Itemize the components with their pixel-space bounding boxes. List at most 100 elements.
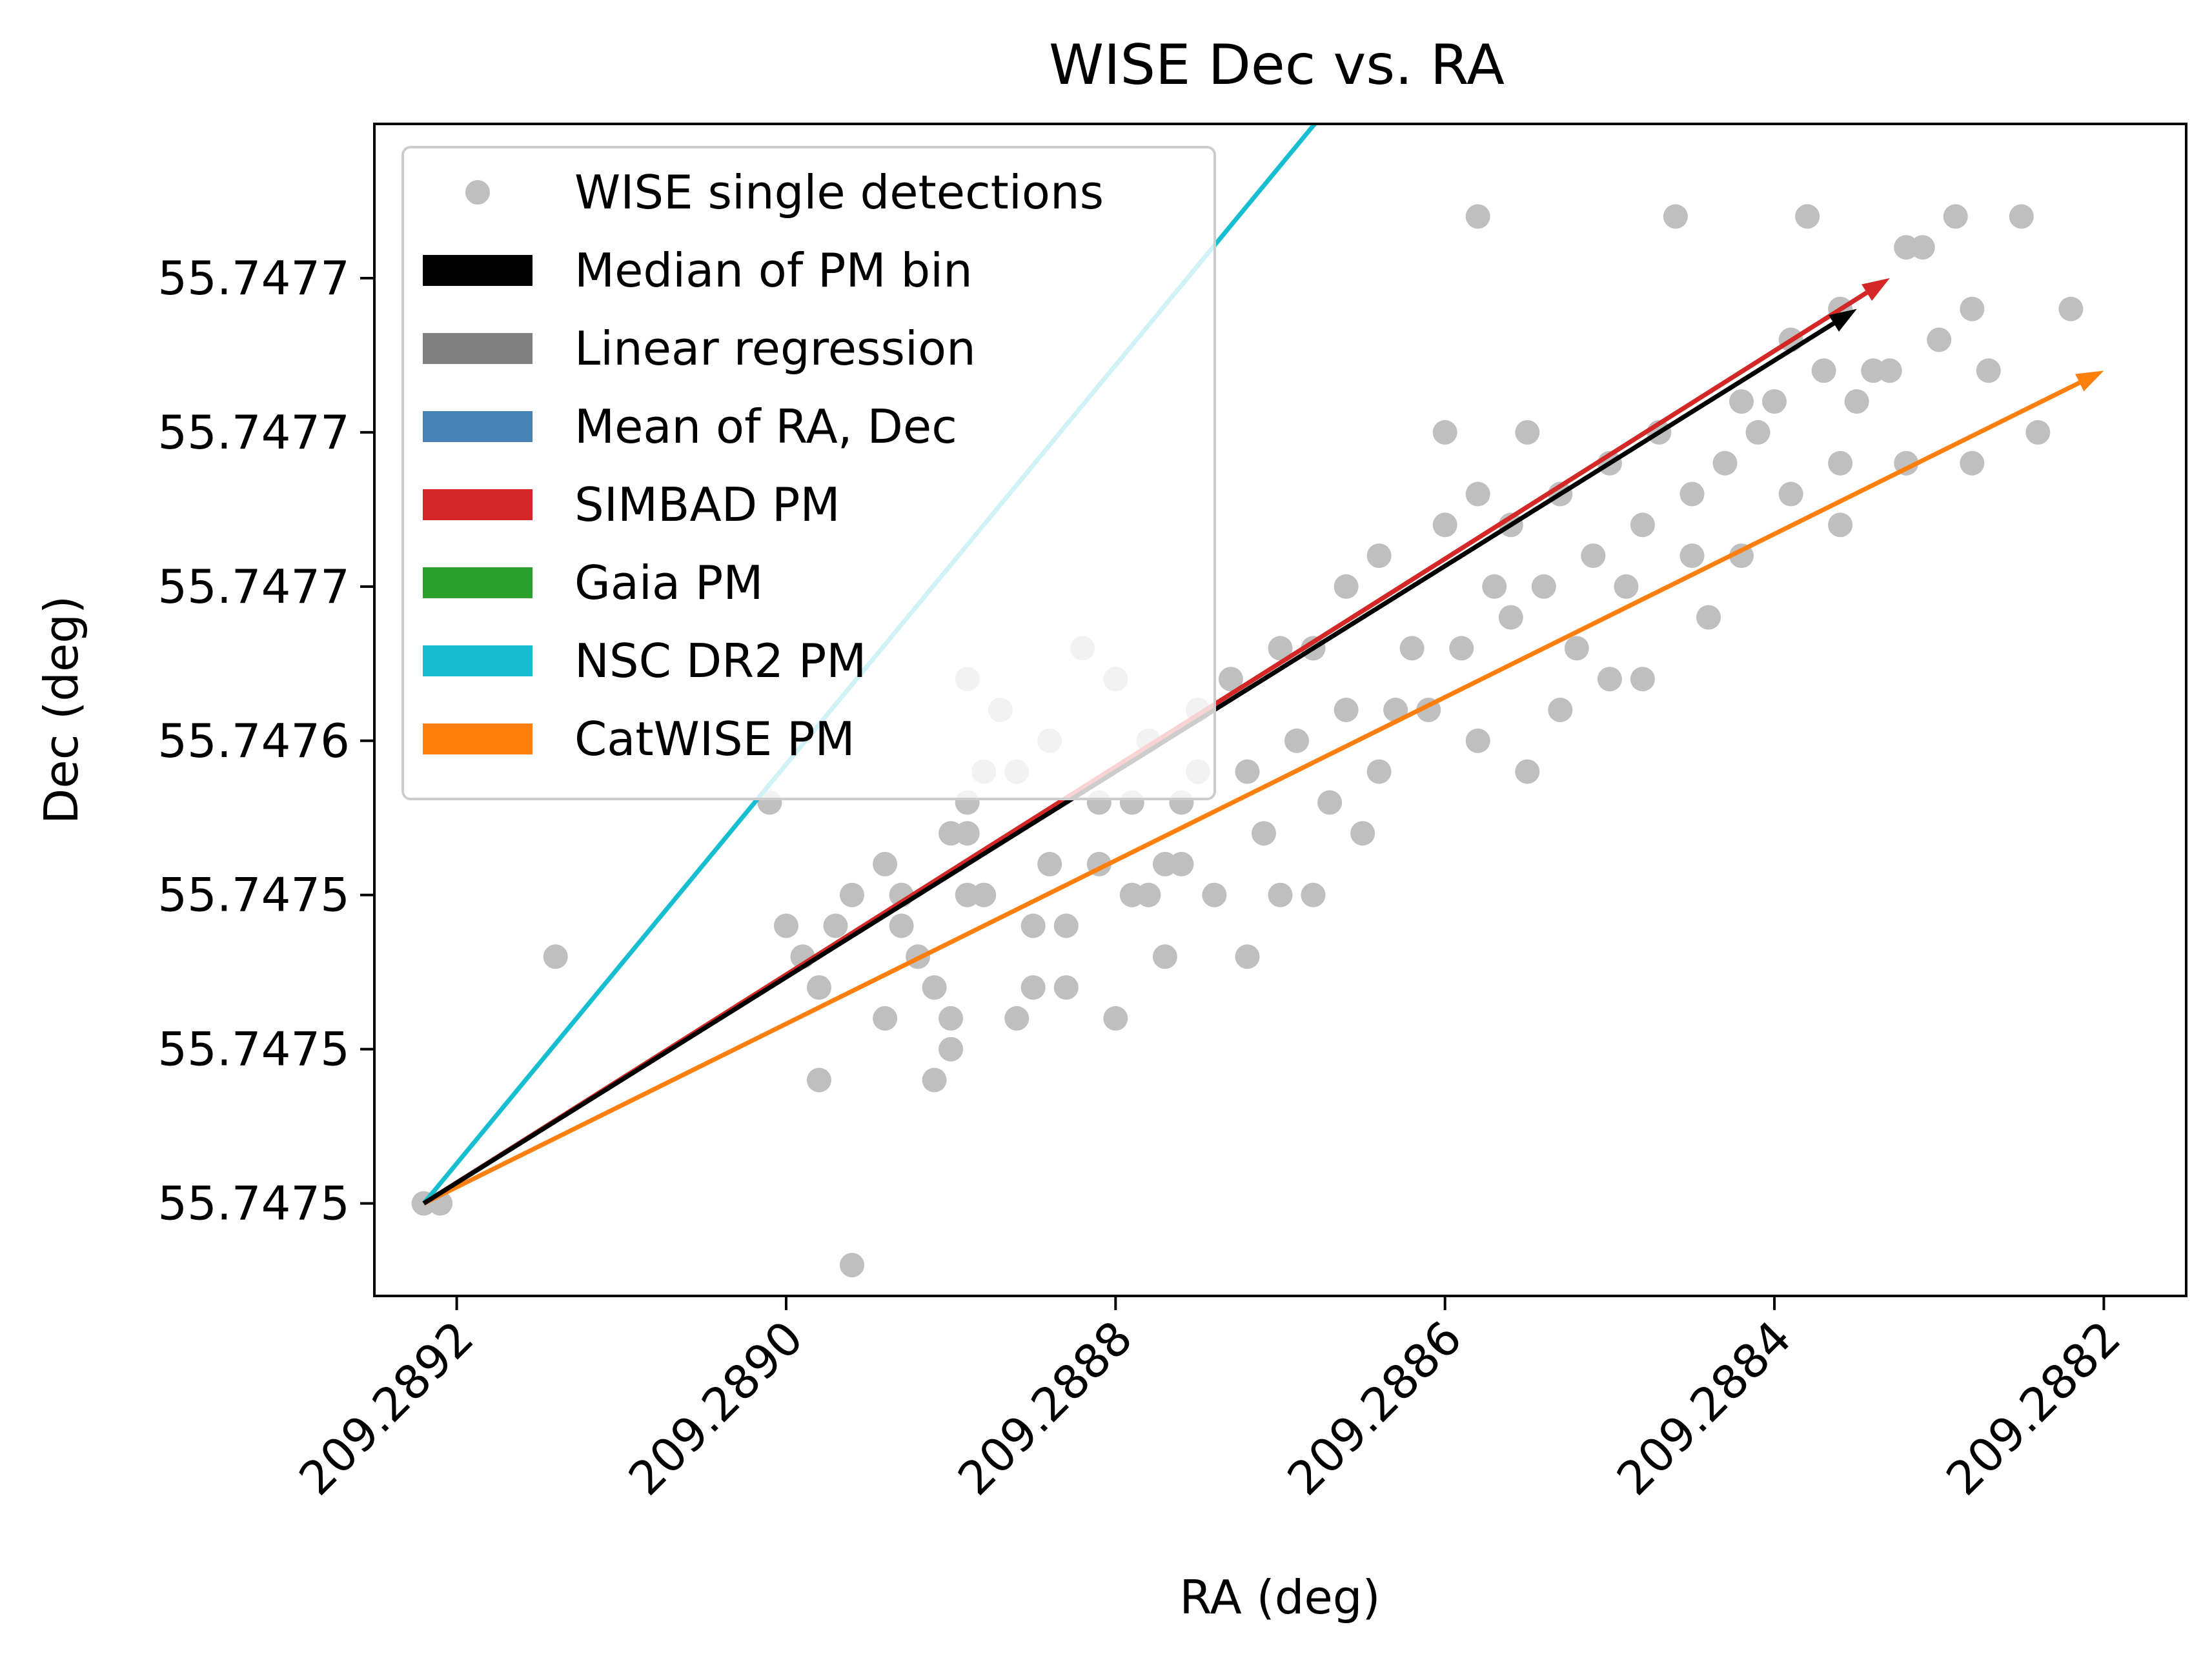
detection-point [1119,882,1144,907]
legend-marker-patch [423,489,533,520]
y-tick: 55.7475 [157,868,374,922]
detection-point [1465,481,1490,507]
detection-point [1679,481,1705,507]
pm-vector-arrowhead [1862,278,1890,301]
pm-vector-shaft [423,380,2081,1206]
detection-point [1218,667,1243,692]
detection-point [1053,975,1079,1000]
detection-point [1004,1006,1030,1031]
detection-point [1268,636,1293,661]
detection-point [1943,204,1968,229]
legend-label: SIMBAD PM [574,478,840,532]
detection-point [1235,759,1260,784]
detection-point [1976,358,2001,383]
detection-point [1745,420,1771,445]
detection-point [1366,543,1392,569]
detection-point [922,1067,947,1093]
detection-point [1152,944,1177,969]
legend-label: Mean of RA, Dec [574,399,957,454]
detection-point [1877,358,1902,383]
legend-item: Median of PM bin [423,243,973,298]
detection-point [1844,389,1869,414]
y-tick-label: 55.7476 [157,714,350,768]
detection-point [1465,728,1490,753]
detection-point [1169,851,1194,876]
detection-point [1399,636,1425,661]
detection-point [1366,759,1392,784]
detection-point [1630,667,1655,692]
detection-point [1053,913,1079,938]
detection-point [840,882,864,907]
legend-label: CatWISE PM [574,712,855,766]
detection-point [1301,882,1326,907]
legend-label: WISE single detections [574,165,1104,219]
legend-item: NSC DR2 PM [423,634,866,688]
legend-marker-patch [423,411,533,442]
detection-point [1515,420,1540,445]
detection-point [1284,728,1309,753]
y-tick: 55.7476 [157,714,374,768]
legend-box [401,146,1216,800]
detection-point [1762,389,1787,414]
detection-point [939,821,964,846]
detection-point [1020,913,1046,938]
detection-point [1334,698,1359,722]
detection-point [1960,450,1985,476]
detection-point [1037,851,1062,876]
detection-point [2009,204,2034,229]
detection-point [1515,759,1540,784]
y-tick-label: 55.7475 [157,1022,350,1077]
detection-point [1317,790,1343,815]
detection-point [1679,543,1705,569]
detection-point [1432,420,1457,445]
detection-point [774,913,798,938]
detection-point [1581,543,1606,569]
detection-point [1927,327,1952,352]
detection-point [1498,605,1523,630]
detection-point [1910,235,1935,260]
detection-point [1235,944,1260,969]
y-tick-label: 55.7477 [157,251,350,305]
detection-point [807,975,831,1000]
detection-point [1597,667,1622,692]
detection-point [840,1253,864,1278]
legend-item: Linear regression [423,321,976,376]
pm-vector-arrowhead [1829,308,1857,332]
legend-items: WISE single detections Median of PM bin Li… [423,165,1104,766]
detection-point [1449,636,1474,661]
detection-point [1103,1006,1128,1031]
detection-point [939,1006,964,1031]
y-tick: 55.7477 [157,405,374,460]
legend-label: Linear regression [574,321,976,376]
y-tick-label: 55.7477 [157,560,350,614]
detection-point [1432,512,1457,538]
y-tick: 55.7475 [157,1177,374,1231]
detection-point [1383,698,1408,722]
y-axis-ticks: 55.7475 55.7475 55.7475 55.7476 55.7477 55.74… [157,251,374,1231]
detection-point [1252,821,1276,846]
detection-point [1564,636,1589,661]
legend: WISE single detections Median of PM bin Li… [401,146,1216,800]
y-tick: 55.7477 [157,251,374,305]
detection-point [1268,882,1293,907]
axes-frame [373,123,2187,1297]
detection-point [939,1036,964,1062]
detection-point [1614,574,1639,599]
detection-point [1630,512,1655,538]
detection-point [1531,574,1556,599]
detection-point [1795,204,1820,229]
x-axis-label: RA (deg) [1179,1570,1380,1624]
y-tick: 55.7477 [157,560,374,614]
detection-point [823,913,848,938]
legend-label: Gaia PM [574,556,763,610]
detection-point [1696,605,1721,630]
detection-point [873,1006,898,1031]
y-tick: 55.7475 [157,1022,374,1077]
legend-marker-patch [423,333,533,364]
legend-marker-patch [423,723,533,754]
detection-point [971,882,997,907]
detection-point [1811,358,1836,383]
legend-marker-patch [423,645,533,676]
detection-point [1020,975,1046,1000]
